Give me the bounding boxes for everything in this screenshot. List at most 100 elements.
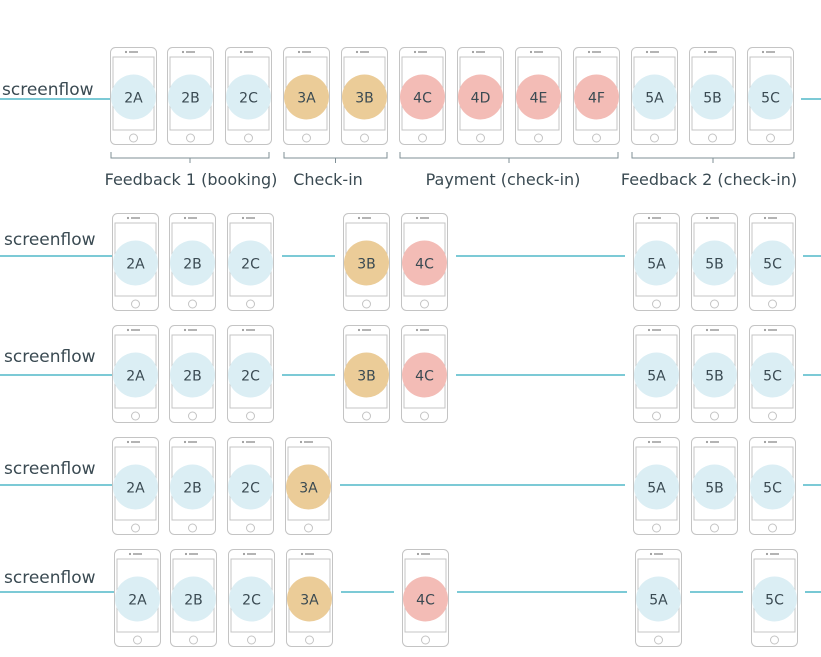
- camera-icon: [705, 328, 709, 332]
- camera-icon: [242, 552, 246, 556]
- camera-icon: [649, 552, 653, 556]
- phone-screen: 2A: [112, 437, 159, 535]
- screen-feedback-badge: [229, 576, 274, 622]
- home-button-icon: [360, 133, 369, 143]
- screen-feedback-badge: [750, 464, 795, 510]
- phone-screen: 4E: [515, 47, 562, 145]
- phone-screen: 5C: [747, 47, 794, 145]
- screen-checkin-badge: [344, 240, 389, 286]
- screen-checkin-badge: [287, 576, 332, 622]
- camera-icon: [763, 216, 767, 220]
- phone-screen: 5B: [691, 213, 738, 311]
- screen-checkin-badge: [286, 464, 331, 510]
- screen-payment-badge: [402, 240, 447, 286]
- camera-icon: [297, 50, 301, 54]
- screen-feedback-badge: [750, 240, 795, 286]
- screen-payment-badge: [458, 74, 503, 120]
- screen-id: 2C: [242, 593, 261, 609]
- home-button-icon: [652, 523, 661, 533]
- home-button-icon: [592, 133, 601, 143]
- phone-screen: 2B: [169, 213, 216, 311]
- phone-screen: 2B: [170, 549, 217, 647]
- screen-id: 2C: [239, 91, 258, 107]
- screen-id: 5B: [705, 481, 724, 497]
- home-button-icon: [189, 635, 198, 645]
- phone-screen: 5A: [635, 549, 682, 647]
- screen-feedback-badge: [748, 74, 793, 120]
- screen-payment-badge: [403, 576, 448, 622]
- phone-screen: 2B: [169, 437, 216, 535]
- screen-id: 4D: [471, 91, 491, 107]
- home-button-icon: [650, 133, 659, 143]
- group-bracket: [399, 152, 619, 159]
- screen-id: 5C: [763, 481, 782, 497]
- screen-id: 2A: [124, 91, 143, 107]
- row-label: screenflow: [4, 347, 96, 367]
- screen-feedback-badge: [228, 240, 273, 286]
- home-button-icon: [768, 299, 777, 309]
- screen-feedback-badge: [113, 240, 158, 286]
- home-button-icon: [133, 635, 142, 645]
- camera-icon: [357, 216, 361, 220]
- camera-icon: [647, 328, 651, 332]
- screen-feedback-badge: [634, 464, 679, 510]
- home-button-icon: [652, 299, 661, 309]
- phone-screen: 2A: [110, 47, 157, 145]
- screen-feedback-badge: [228, 352, 273, 398]
- phone-screen: 2A: [114, 549, 161, 647]
- home-button-icon: [131, 299, 140, 309]
- camera-icon: [647, 216, 651, 220]
- phone-screen: 2C: [227, 437, 274, 535]
- screen-id: 5C: [763, 257, 782, 273]
- screen-feedback-badge: [692, 352, 737, 398]
- screen-feedback-badge: [170, 464, 215, 510]
- camera-icon: [241, 440, 245, 444]
- phone-screen: 2C: [225, 47, 272, 145]
- row-label: screenflow: [4, 459, 96, 479]
- screen-feedback-badge: [168, 74, 213, 120]
- home-button-icon: [246, 523, 255, 533]
- screen-id: 5A: [647, 257, 666, 273]
- screen-id: 5B: [705, 257, 724, 273]
- phone-screen: 3A: [286, 549, 333, 647]
- phone-screen: 2A: [112, 213, 159, 311]
- home-button-icon: [652, 411, 661, 421]
- camera-icon: [126, 328, 130, 332]
- screen-id: 4F: [588, 91, 605, 107]
- home-button-icon: [131, 523, 140, 533]
- camera-icon: [124, 50, 128, 54]
- home-button-icon: [188, 299, 197, 309]
- camera-icon: [705, 440, 709, 444]
- camera-icon: [763, 440, 767, 444]
- phone-screen: 5B: [691, 325, 738, 423]
- phone-screen: 5A: [633, 437, 680, 535]
- group-label: Check-in: [293, 170, 363, 189]
- home-button-icon: [534, 133, 543, 143]
- phone-screen: 5C: [749, 325, 796, 423]
- screen-id: 3B: [357, 257, 376, 273]
- home-button-icon: [420, 411, 429, 421]
- screen-id: 5A: [645, 91, 664, 107]
- camera-icon: [239, 50, 243, 54]
- home-button-icon: [710, 411, 719, 421]
- screen-id: 2B: [183, 481, 202, 497]
- screen-feedback-badge: [632, 74, 677, 120]
- screen-id: 4C: [413, 91, 432, 107]
- camera-icon: [300, 552, 304, 556]
- home-button-icon: [246, 411, 255, 421]
- screen-id: 5C: [761, 91, 780, 107]
- screen-id: 3B: [357, 369, 376, 385]
- camera-icon: [241, 216, 245, 220]
- home-button-icon: [304, 523, 313, 533]
- screen-id: 5C: [765, 593, 784, 609]
- phone-screen: 5A: [631, 47, 678, 145]
- camera-icon: [299, 440, 303, 444]
- screen-payment-badge: [402, 352, 447, 398]
- home-button-icon: [420, 299, 429, 309]
- screen-feedback-badge: [750, 352, 795, 398]
- screen-feedback-badge: [692, 240, 737, 286]
- camera-icon: [355, 50, 359, 54]
- screen-id: 2B: [181, 91, 200, 107]
- camera-icon: [471, 50, 475, 54]
- phone-screen: 2C: [227, 213, 274, 311]
